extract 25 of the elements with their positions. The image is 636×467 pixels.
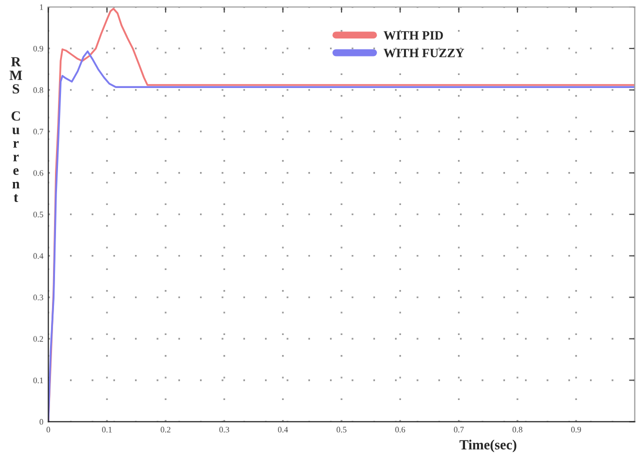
y-tick-label: 0.6 [33,170,44,176]
y-tick-label: 0.9 [33,46,44,52]
y-tick-label: 0.3 [33,294,44,300]
y-tick-label: 0.1 [33,378,43,384]
x-axis-title: Time(sec) [460,440,516,452]
x-tick-label: 0.4 [278,426,288,432]
y-tick-label: 0.2 [33,336,44,342]
x-tick-label: 0.8 [512,426,522,432]
x-tick-label: 0.9 [571,426,581,432]
x-tick-label: 0.1 [102,426,112,432]
x-tick-label: 0 [46,426,50,432]
legend-label: WITH PID [384,31,443,40]
y-tick-label: 0.8 [33,87,44,93]
x-tick-label: 0.7 [454,426,464,432]
y-tick-label: 0 [40,419,44,425]
y-tick-label: 0.4 [33,253,44,259]
legend-label: WITH FUZZY [384,48,464,58]
x-tick-label: 0.5 [336,426,346,432]
y-tick-label: 0.5 [33,212,44,218]
x-tick-label: 0.3 [219,426,230,432]
text: RMS Current [10,57,22,202]
y-tick-label: 0.7 [33,128,44,134]
x-tick-label: 0.2 [160,426,170,432]
y-tick-label: 1 [40,4,43,10]
x-tick-label: 0.6 [395,426,406,432]
